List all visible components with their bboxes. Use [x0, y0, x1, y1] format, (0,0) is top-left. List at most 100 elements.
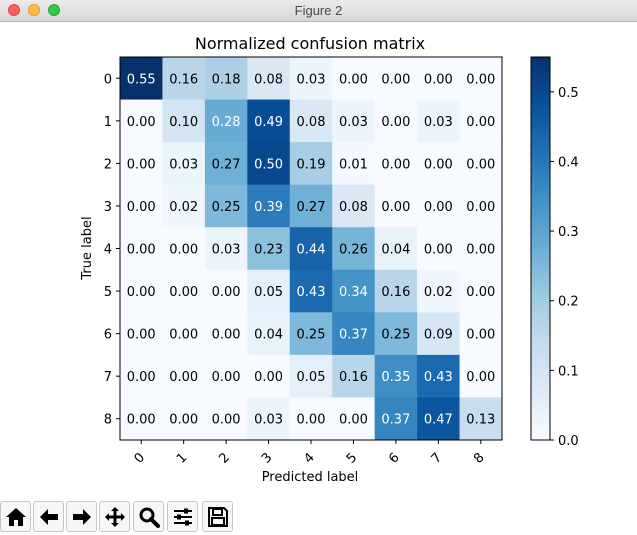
heatmap-cell [120, 312, 163, 356]
colorbar-tick-label: 0.0 [558, 434, 579, 449]
cell-value-label: 0.00 [127, 328, 156, 343]
configure-subplots-icon [173, 508, 192, 525]
cell-value-label: 0.00 [339, 72, 368, 87]
heatmap-cell [417, 227, 461, 271]
heatmap-cell [162, 184, 206, 228]
heatmap-cell [120, 99, 163, 143]
heatmap-cell [247, 354, 291, 398]
heatmap-cell [332, 354, 376, 398]
cell-value-label: 0.00 [381, 72, 410, 87]
heatmap-cell [120, 57, 163, 101]
x-tick-label: 3 [259, 450, 275, 466]
cell-value-label: 0.50 [254, 157, 283, 172]
save-disk-icon [207, 506, 228, 527]
cell-value-label: 0.00 [424, 243, 453, 258]
configure-subplots-button[interactable] [167, 501, 198, 532]
heatmap-cell [204, 142, 248, 186]
cell-value-label: 0.00 [212, 285, 241, 300]
heatmap-cell [289, 312, 333, 356]
cell-value-label: 0.01 [339, 157, 368, 172]
x-tick-label: 4 [301, 450, 317, 466]
heatmap-cell [332, 269, 376, 313]
heatmap-cell [162, 312, 206, 356]
cell-value-label: 0.00 [127, 413, 156, 428]
close-window-button[interactable] [8, 4, 20, 16]
chart-title: Normalized confusion matrix [195, 34, 425, 53]
save-button[interactable] [202, 501, 233, 532]
cell-value-label: 0.16 [381, 285, 410, 300]
heatmap-cell [247, 99, 291, 143]
cell-value-label: 0.27 [297, 200, 326, 215]
cell-value-label: 0.00 [466, 72, 495, 87]
heatmap-cell [289, 227, 333, 271]
cell-value-label: 0.00 [169, 243, 198, 258]
y-axis-label: True label [80, 216, 95, 280]
heatmap-cell [247, 269, 291, 313]
cell-value-label: 0.00 [381, 115, 410, 130]
heatmap-cell [332, 397, 376, 441]
cell-value-label: 0.00 [212, 370, 241, 385]
x-tick-label: 8 [471, 450, 487, 466]
heatmap-cell [459, 269, 503, 313]
cell-value-label: 0.00 [466, 115, 495, 130]
y-tick-label: 2 [104, 157, 112, 172]
heatmap-cell [247, 397, 291, 441]
cell-value-label: 0.00 [466, 328, 495, 343]
heatmap-cell [204, 269, 248, 313]
heatmap-cell [247, 227, 291, 271]
heatmap-cell [289, 269, 333, 313]
y-tick-label: 7 [104, 370, 112, 385]
colorbar-tick-label: 0.1 [558, 364, 579, 379]
heatmap-cell [332, 312, 376, 356]
y-tick-label: 8 [104, 413, 112, 428]
heatmap-cell [120, 227, 163, 271]
cell-value-label: 0.47 [424, 413, 453, 428]
heatmap-cell [162, 227, 206, 271]
cell-value-label: 0.00 [169, 413, 198, 428]
heatmap-cell [332, 184, 376, 228]
forward-button[interactable] [66, 501, 97, 532]
cell-value-label: 0.00 [127, 285, 156, 300]
back-button[interactable] [33, 501, 64, 532]
cell-value-label: 0.39 [254, 200, 283, 215]
x-tick-label: 1 [174, 450, 190, 466]
cell-value-label: 0.19 [297, 157, 326, 172]
y-tick-label: 1 [104, 115, 112, 130]
heatmap-cell [120, 142, 163, 186]
heatmap-cell [289, 57, 333, 101]
window-titlebar: Figure 2 [0, 0, 637, 22]
x-tick-label: 2 [216, 450, 232, 466]
cell-value-label: 0.00 [169, 328, 198, 343]
pan-button[interactable] [99, 501, 130, 532]
cell-value-label: 0.03 [424, 115, 453, 130]
cell-value-label: 0.00 [169, 370, 198, 385]
cell-value-label: 0.00 [127, 370, 156, 385]
heatmap-cell [459, 57, 503, 101]
minimize-window-button[interactable] [28, 4, 40, 16]
heatmap-cell [289, 354, 333, 398]
cell-value-label: 0.00 [424, 200, 453, 215]
maximize-window-button[interactable] [48, 4, 60, 16]
home-button[interactable] [0, 501, 31, 532]
y-tick-label: 4 [104, 243, 112, 258]
heatmap-cell [204, 99, 248, 143]
cell-value-label: 0.00 [466, 243, 495, 258]
heatmap-cell [459, 184, 503, 228]
heatmap-cell [204, 354, 248, 398]
heatmap-cell [204, 57, 248, 101]
heatmap-cell [289, 142, 333, 186]
cell-value-label: 0.34 [339, 285, 368, 300]
heatmap-cell [120, 397, 163, 441]
cell-value-label: 0.09 [424, 328, 453, 343]
cell-value-label: 0.00 [466, 370, 495, 385]
cell-value-label: 0.27 [212, 157, 241, 172]
heatmap-cell [289, 99, 333, 143]
y-tick-label: 0 [104, 72, 112, 87]
heatmap-cell [332, 99, 376, 143]
heatmap-cell [374, 227, 418, 271]
cell-value-label: 0.03 [297, 72, 326, 87]
zoom-button[interactable] [133, 501, 164, 532]
cell-value-label: 0.26 [339, 243, 368, 258]
cell-value-label: 0.10 [169, 115, 198, 130]
heatmap-cell [162, 57, 206, 101]
